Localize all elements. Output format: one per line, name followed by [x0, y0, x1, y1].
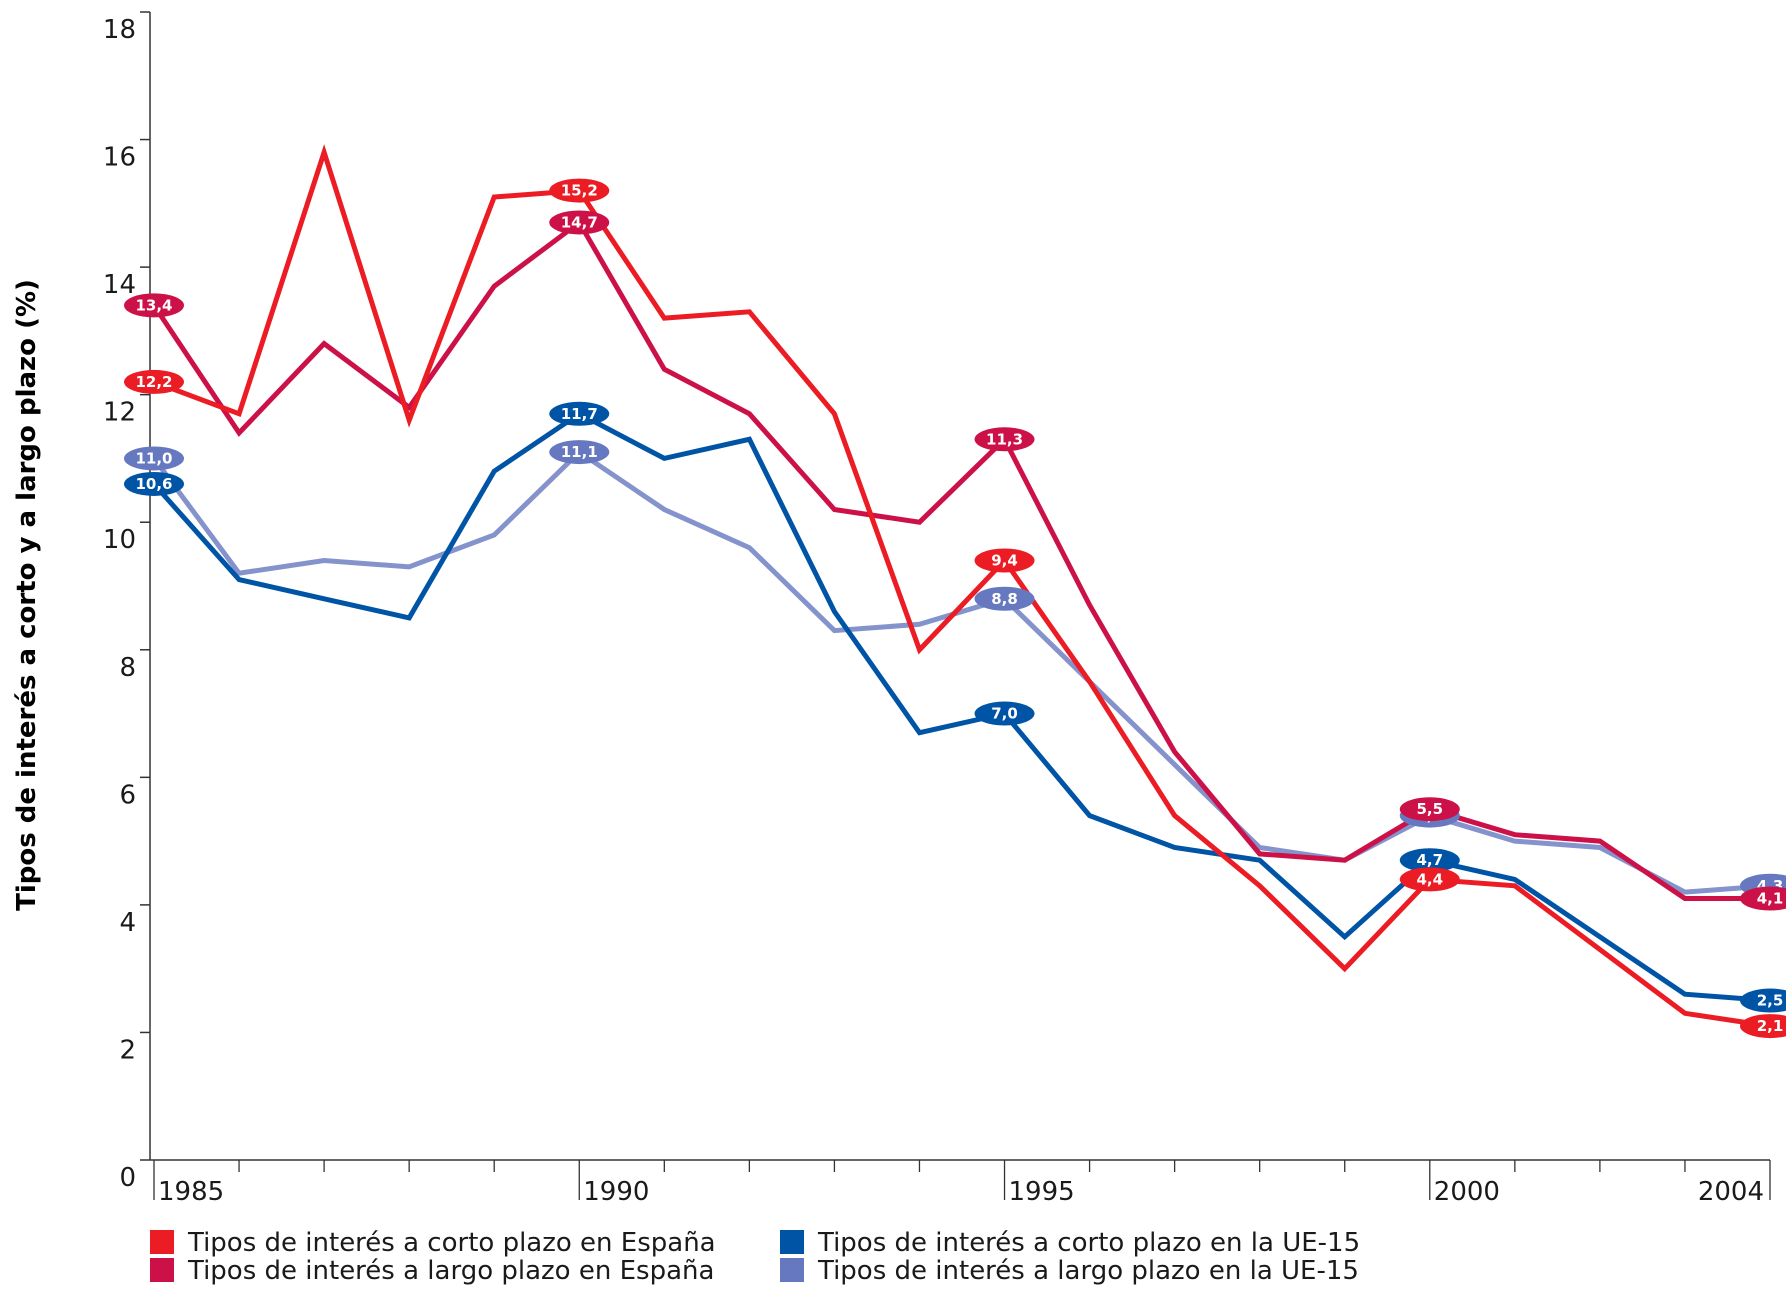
- series-line: [151, 448, 1771, 895]
- legend-item-short-eu15: Tipos de interés a corto plazo en la UE-…: [780, 1228, 1360, 1258]
- y-axis-title: Tipos de interés a corto y a largo plazo…: [12, 279, 42, 911]
- y-tick-label: 18: [103, 15, 136, 45]
- x-tick-label: 2004: [1698, 1177, 1764, 1207]
- legend-swatch-icon: [780, 1230, 804, 1254]
- data-label-badge: [549, 440, 610, 465]
- data-label-badge: [1399, 848, 1460, 873]
- data-label: 15,2: [561, 182, 598, 200]
- data-label-badge: [974, 701, 1035, 726]
- x-tick-label: 1985: [158, 1177, 224, 1207]
- y-tick-label: 6: [119, 780, 136, 810]
- series-line: [152, 410, 1771, 1004]
- data-label-badge: [549, 178, 610, 203]
- data-label: 4,7: [1417, 851, 1444, 869]
- legend-label: Tipos de interés a largo plazo en España: [188, 1256, 715, 1286]
- data-label-badge: [1399, 797, 1460, 822]
- data-label-badge: [974, 548, 1035, 573]
- data-label: 2,1: [1757, 1017, 1784, 1035]
- y-tick-label: 10: [103, 525, 136, 555]
- data-label: 13,4: [135, 296, 172, 314]
- y-tick-label: 16: [103, 143, 136, 173]
- data-label: 7,0: [991, 705, 1018, 723]
- data-label: 12,2: [135, 373, 172, 391]
- legend-item-long-eu15: Tipos de interés a largo plazo en la UE-…: [780, 1256, 1359, 1286]
- data-label-badge: [549, 210, 610, 235]
- data-label: 5,5: [1417, 800, 1444, 818]
- y-tick-label: 14: [103, 270, 136, 300]
- x-tick-label: 1995: [1009, 1177, 1075, 1207]
- data-label: 9,4: [991, 551, 1018, 569]
- data-label: 10,6: [135, 475, 172, 493]
- data-label: 11,7: [561, 405, 598, 423]
- legend-label: Tipos de interés a corto plazo en España: [188, 1228, 716, 1258]
- y-tick-label: 0: [119, 1163, 136, 1193]
- x-tick-label: 1990: [583, 1177, 649, 1207]
- data-label-badge: [974, 427, 1035, 452]
- data-label-badge: [974, 586, 1035, 611]
- y-tick-label: 4: [119, 908, 136, 938]
- data-label-badge: [124, 369, 184, 394]
- data-label: 11,3: [986, 430, 1023, 448]
- legend-item-short-spain: Tipos de interés a corto plazo en España: [150, 1228, 716, 1258]
- data-label: 2,5: [1757, 992, 1784, 1010]
- legend-swatch-icon: [150, 1258, 174, 1282]
- legend-label: Tipos de interés a largo plazo en la UE-…: [818, 1256, 1359, 1286]
- data-label-badge: [124, 471, 184, 496]
- y-tick-label: 2: [119, 1035, 136, 1065]
- data-label-badge: [124, 446, 184, 471]
- data-label: 11,1: [561, 443, 598, 461]
- series-line: [151, 218, 1770, 901]
- y-tick-label: 8: [119, 653, 136, 683]
- data-label: 4,4: [1417, 870, 1444, 888]
- legend-swatch-icon: [150, 1230, 174, 1254]
- legend-label: Tipos de interés a corto plazo en la UE-…: [818, 1228, 1361, 1258]
- data-label-badge: [1399, 867, 1460, 892]
- data-label: 4,1: [1757, 890, 1784, 908]
- legend-item-long-spain: Tipos de interés a largo plazo en España: [150, 1256, 714, 1286]
- y-tick-label: 12: [103, 398, 136, 428]
- x-tick-label: 2000: [1434, 1177, 1500, 1207]
- data-label-badge: [549, 401, 610, 426]
- data-label: 11,0: [135, 449, 172, 467]
- data-label-badge: [1740, 886, 1786, 911]
- data-label-badge: [1740, 988, 1786, 1013]
- data-label-badge: [124, 293, 184, 318]
- legend-swatch-icon: [780, 1258, 804, 1282]
- data-label: 14,7: [561, 213, 598, 231]
- series-line: [153, 144, 1771, 1029]
- data-label-badge: [1740, 1014, 1786, 1039]
- data-label: 8,8: [991, 590, 1018, 608]
